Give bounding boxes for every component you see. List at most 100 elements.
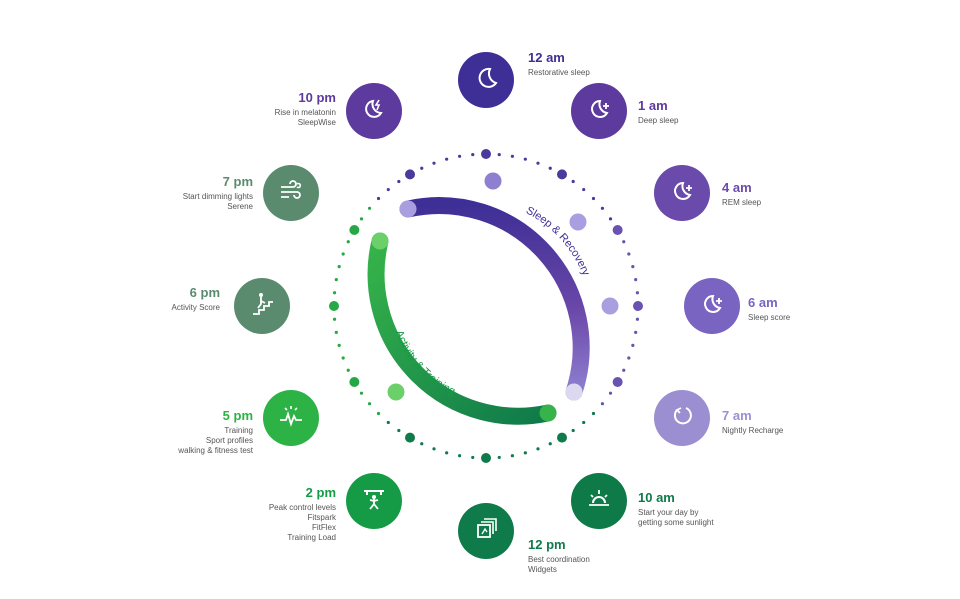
- node-12-pm: [458, 503, 514, 559]
- moon-icon: [471, 63, 501, 98]
- ring-dot: [397, 179, 401, 184]
- ring-dot: [367, 402, 372, 406]
- ring-dot: [627, 252, 631, 256]
- node-time: 6 am: [748, 295, 778, 310]
- ring-dot: [346, 368, 350, 372]
- node-description: FitFlex: [312, 523, 336, 533]
- node-description: Peak control levels: [268, 503, 336, 513]
- node-description: Widgets: [528, 565, 557, 575]
- ring-dot: [635, 291, 640, 295]
- ring-dot: [341, 356, 345, 360]
- workout-icon: [359, 484, 389, 519]
- ring-dot-large: [405, 432, 415, 443]
- ring-dot: [608, 391, 613, 395]
- node-description: Start your day by: [638, 508, 699, 518]
- ring-dot: [376, 411, 381, 416]
- ring-dot-large: [349, 377, 360, 387]
- ring-dot: [600, 206, 605, 210]
- node-description: Serene: [227, 202, 253, 212]
- ring-dot: [346, 240, 350, 244]
- ring-dot: [631, 343, 635, 347]
- node-2-pm: [346, 473, 402, 529]
- ring-dot: [367, 206, 372, 210]
- ring-dot-large: [329, 301, 339, 311]
- node-label: 10 am Start your day by getting some sunli…: [638, 490, 714, 528]
- ring-dot-large: [612, 377, 623, 387]
- ring-dot: [458, 454, 462, 458]
- ring-dot: [432, 161, 436, 165]
- ring-dot: [536, 161, 540, 165]
- sunrise-icon: [584, 484, 614, 519]
- node-time: 7 pm: [222, 174, 253, 189]
- node-time: 2 pm: [305, 485, 336, 500]
- node-10-pm: [346, 83, 402, 139]
- breathing-icon: [276, 176, 306, 211]
- ring-dot: [536, 447, 540, 451]
- arc-marker: [484, 172, 502, 190]
- node-description: walking & fitness test: [178, 446, 253, 456]
- ring-dot-large: [612, 225, 623, 235]
- ring-dot: [510, 154, 514, 158]
- arc-marker: [601, 297, 619, 315]
- moon-plus-icon: [584, 94, 614, 129]
- arc-marker: [371, 232, 389, 250]
- ring-dot: [471, 455, 475, 460]
- node-time: 4 am: [722, 180, 752, 195]
- node-description: Activity Score: [171, 303, 220, 313]
- ring-dot: [332, 291, 337, 295]
- node-label: 1 am Deep sleep: [638, 98, 678, 126]
- node-label: 12 am Restorative sleep: [528, 50, 590, 78]
- node-5-pm: [263, 390, 319, 446]
- ring-dot: [332, 317, 337, 321]
- ring-dot-large: [405, 169, 415, 180]
- node-description: Sport profiles: [205, 436, 253, 446]
- node-10-am: [571, 473, 627, 529]
- ring-dot: [337, 265, 341, 269]
- node-description: Restorative sleep: [528, 68, 590, 78]
- ring-dot-large: [557, 432, 567, 443]
- ring-dot: [497, 152, 501, 157]
- ring-dot-large: [481, 453, 491, 463]
- ring-dot: [571, 179, 575, 184]
- ring-dot: [334, 278, 338, 282]
- node-label: 5 pm Training Sport profiles walking & fitn…: [178, 408, 253, 456]
- moon-plus-icon: [697, 289, 727, 324]
- ring-dot: [600, 402, 605, 406]
- node-description: Nightly Recharge: [722, 426, 784, 436]
- node-description: Rise in melatonin: [274, 108, 336, 118]
- ring-dot: [341, 252, 345, 256]
- ring-dot: [608, 217, 613, 221]
- ring-dot: [376, 196, 381, 201]
- moon-plus-icon: [667, 176, 697, 211]
- ring-dot: [634, 278, 638, 282]
- node-description: Best coordination: [528, 555, 590, 565]
- ring-dot: [582, 420, 586, 425]
- ring-dot: [510, 454, 514, 458]
- recharge-icon: [667, 401, 697, 436]
- ring-dot: [458, 154, 462, 158]
- node-4-am: [654, 165, 710, 221]
- node-description: Sleep score: [748, 313, 791, 323]
- ring-dot: [386, 420, 390, 425]
- ring-dot-large: [633, 301, 643, 311]
- widgets-icon: [471, 514, 501, 549]
- ring-dot: [622, 368, 626, 372]
- ring-dot: [634, 330, 638, 334]
- ring-dot: [635, 317, 640, 321]
- ring-dot: [582, 187, 586, 192]
- node-description: Start dimming lights: [182, 192, 253, 202]
- ring-dot: [497, 455, 501, 460]
- node-description: Fitspark: [307, 513, 336, 523]
- node-time: 7 am: [722, 408, 752, 423]
- arc-marker: [387, 383, 405, 401]
- ring-dot: [471, 152, 475, 157]
- node-label: 12 pm Best coordination Widgets: [528, 537, 590, 575]
- ring-dot: [571, 428, 575, 433]
- node-label: 6 pm Activity Score: [172, 285, 220, 313]
- node-label: 2 pm Peak control levels Fitspark FitFlex Tr…: [269, 485, 336, 543]
- node-description: getting some sunlight: [638, 518, 714, 528]
- ring-dot: [548, 166, 552, 170]
- node-1-am: [571, 83, 627, 139]
- dotted-outer-ring: [329, 149, 643, 463]
- arc-markers: [371, 172, 619, 422]
